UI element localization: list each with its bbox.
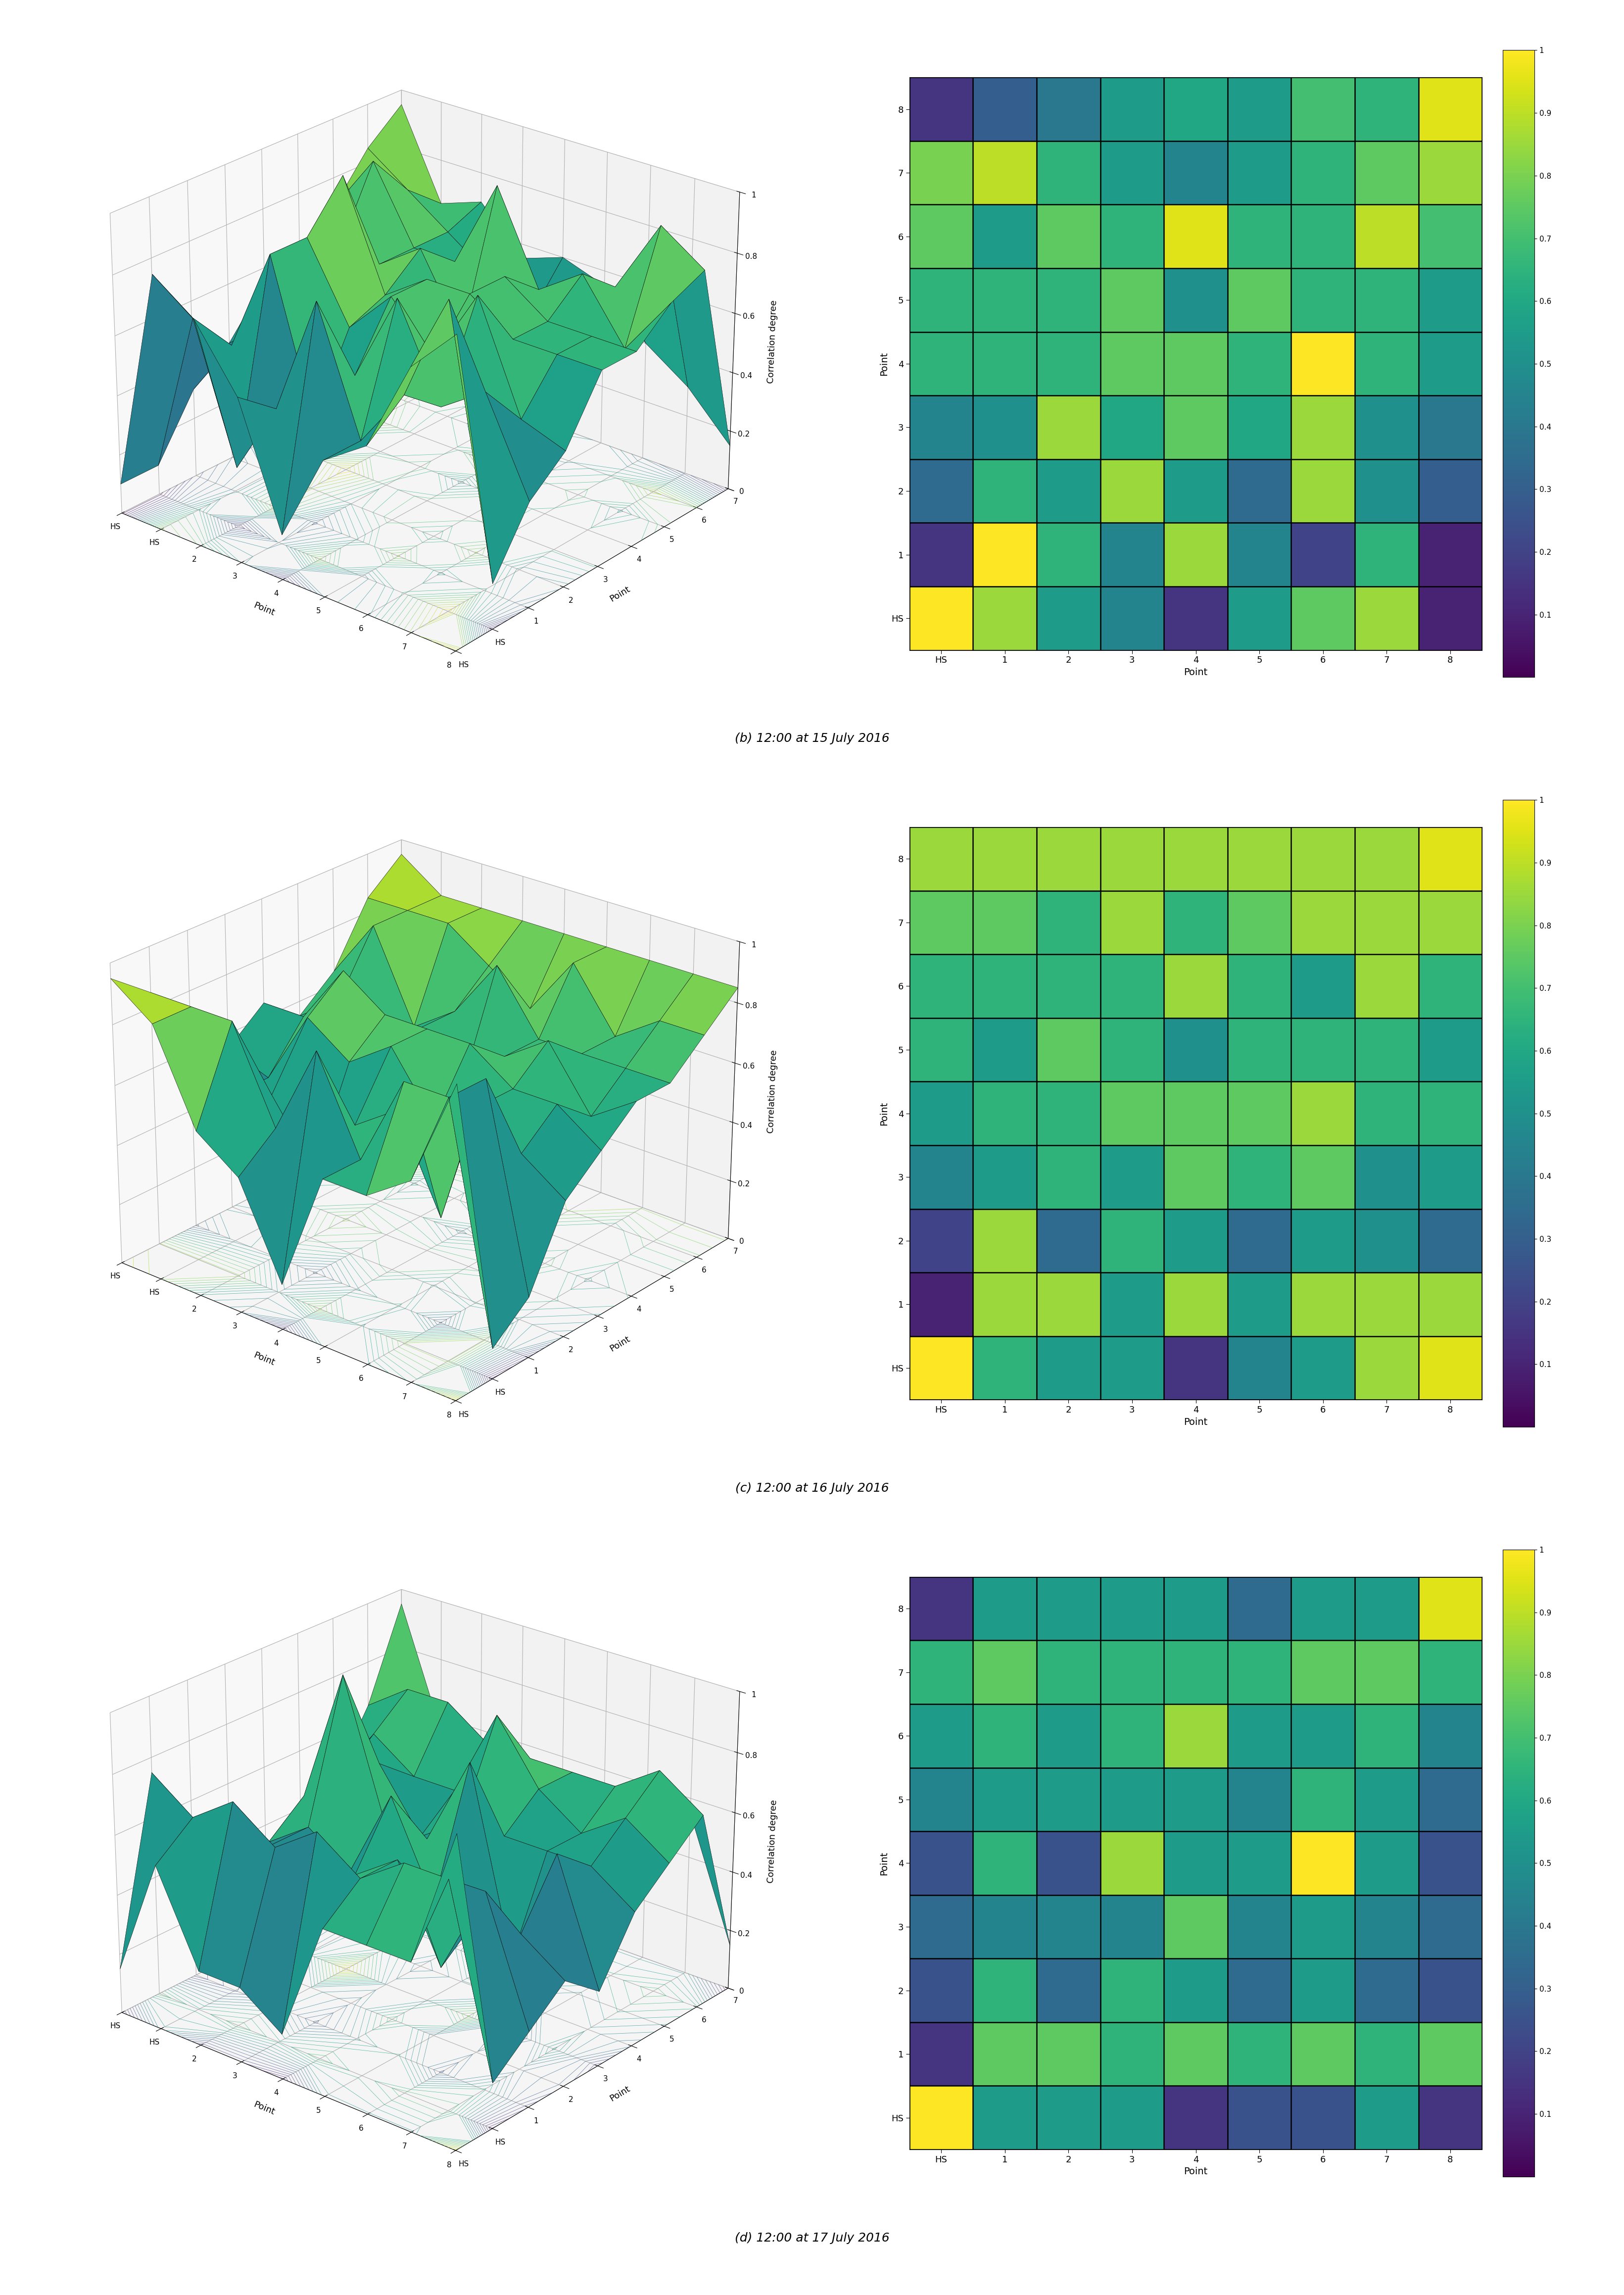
Y-axis label: Point: Point	[607, 585, 632, 604]
X-axis label: Point: Point	[252, 1349, 276, 1368]
Y-axis label: Point: Point	[607, 2084, 632, 2102]
Y-axis label: Point: Point	[879, 1852, 888, 1875]
Text: (c) 12:00 at 16 July 2016: (c) 12:00 at 16 July 2016	[736, 1483, 888, 1494]
Text: (d) 12:00 at 17 July 2016: (d) 12:00 at 17 July 2016	[734, 2233, 890, 2245]
Y-axis label: Point: Point	[879, 1102, 888, 1125]
X-axis label: Point: Point	[252, 2100, 276, 2116]
X-axis label: Point: Point	[252, 601, 276, 617]
Y-axis label: Point: Point	[607, 1333, 632, 1354]
X-axis label: Point: Point	[1184, 2166, 1208, 2176]
Y-axis label: Point: Point	[879, 351, 888, 376]
Text: (b) 12:00 at 15 July 2016: (b) 12:00 at 15 July 2016	[734, 732, 890, 744]
X-axis label: Point: Point	[1184, 668, 1208, 677]
X-axis label: Point: Point	[1184, 1418, 1208, 1427]
